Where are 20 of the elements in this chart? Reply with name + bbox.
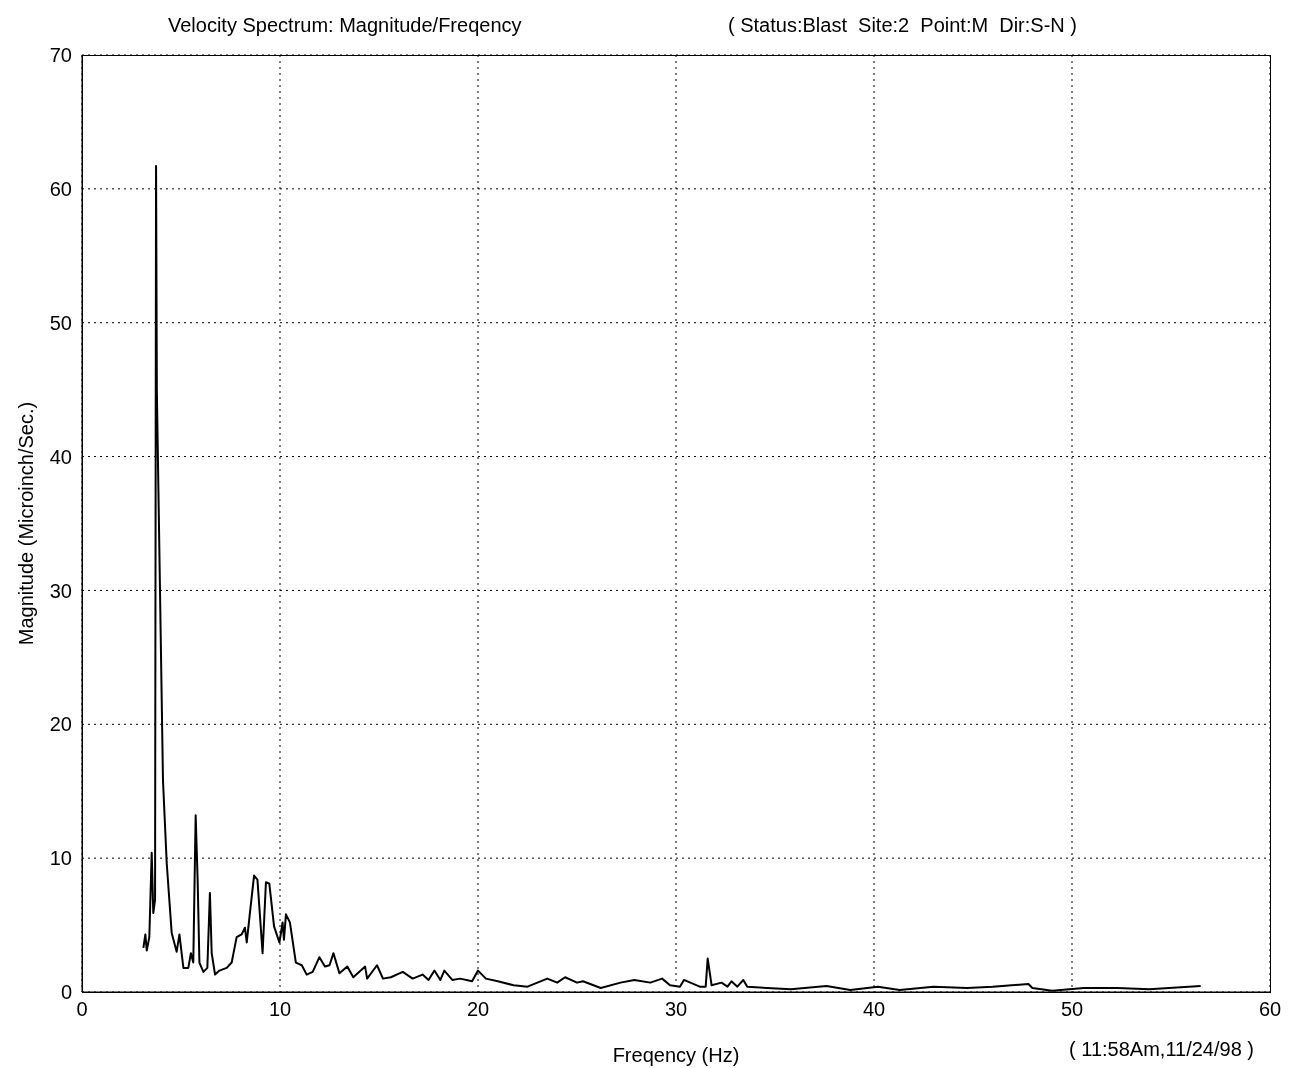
y-tick-label: 30: [49, 579, 72, 602]
y-tick-label: 10: [49, 847, 72, 870]
x-axis-title: Freqency (Hz): [612, 1044, 740, 1066]
y-tick-label: 60: [49, 177, 72, 200]
x-tick-label: 30: [664, 998, 688, 1021]
y-tick-label: 70: [49, 44, 72, 67]
x-tick-label: 0: [76, 998, 88, 1021]
y-tick-label: 0: [60, 981, 72, 1004]
y-tick-label: 40: [49, 445, 72, 468]
chart-subtitle: ( Status:Blast Site:2 Point:M Dir:S-N ): [728, 14, 1077, 37]
y-axis-title: Magnitude (Microinch/Sec.): [15, 401, 38, 646]
x-tick-label: 60: [1258, 998, 1282, 1021]
y-tick-label: 50: [49, 311, 72, 334]
x-tick-label: 40: [862, 998, 886, 1021]
text: ( 11:58Am,11/24/98 ): [1069, 1038, 1254, 1061]
x-tick-label: 20: [466, 998, 490, 1021]
chart-title: Velocity Spectrum: Magnitude/Freqency: [168, 14, 522, 37]
x-tick-label: 10: [268, 998, 292, 1021]
y-tick-label: 20: [49, 713, 72, 736]
x-tick-label: 50: [1060, 998, 1084, 1021]
